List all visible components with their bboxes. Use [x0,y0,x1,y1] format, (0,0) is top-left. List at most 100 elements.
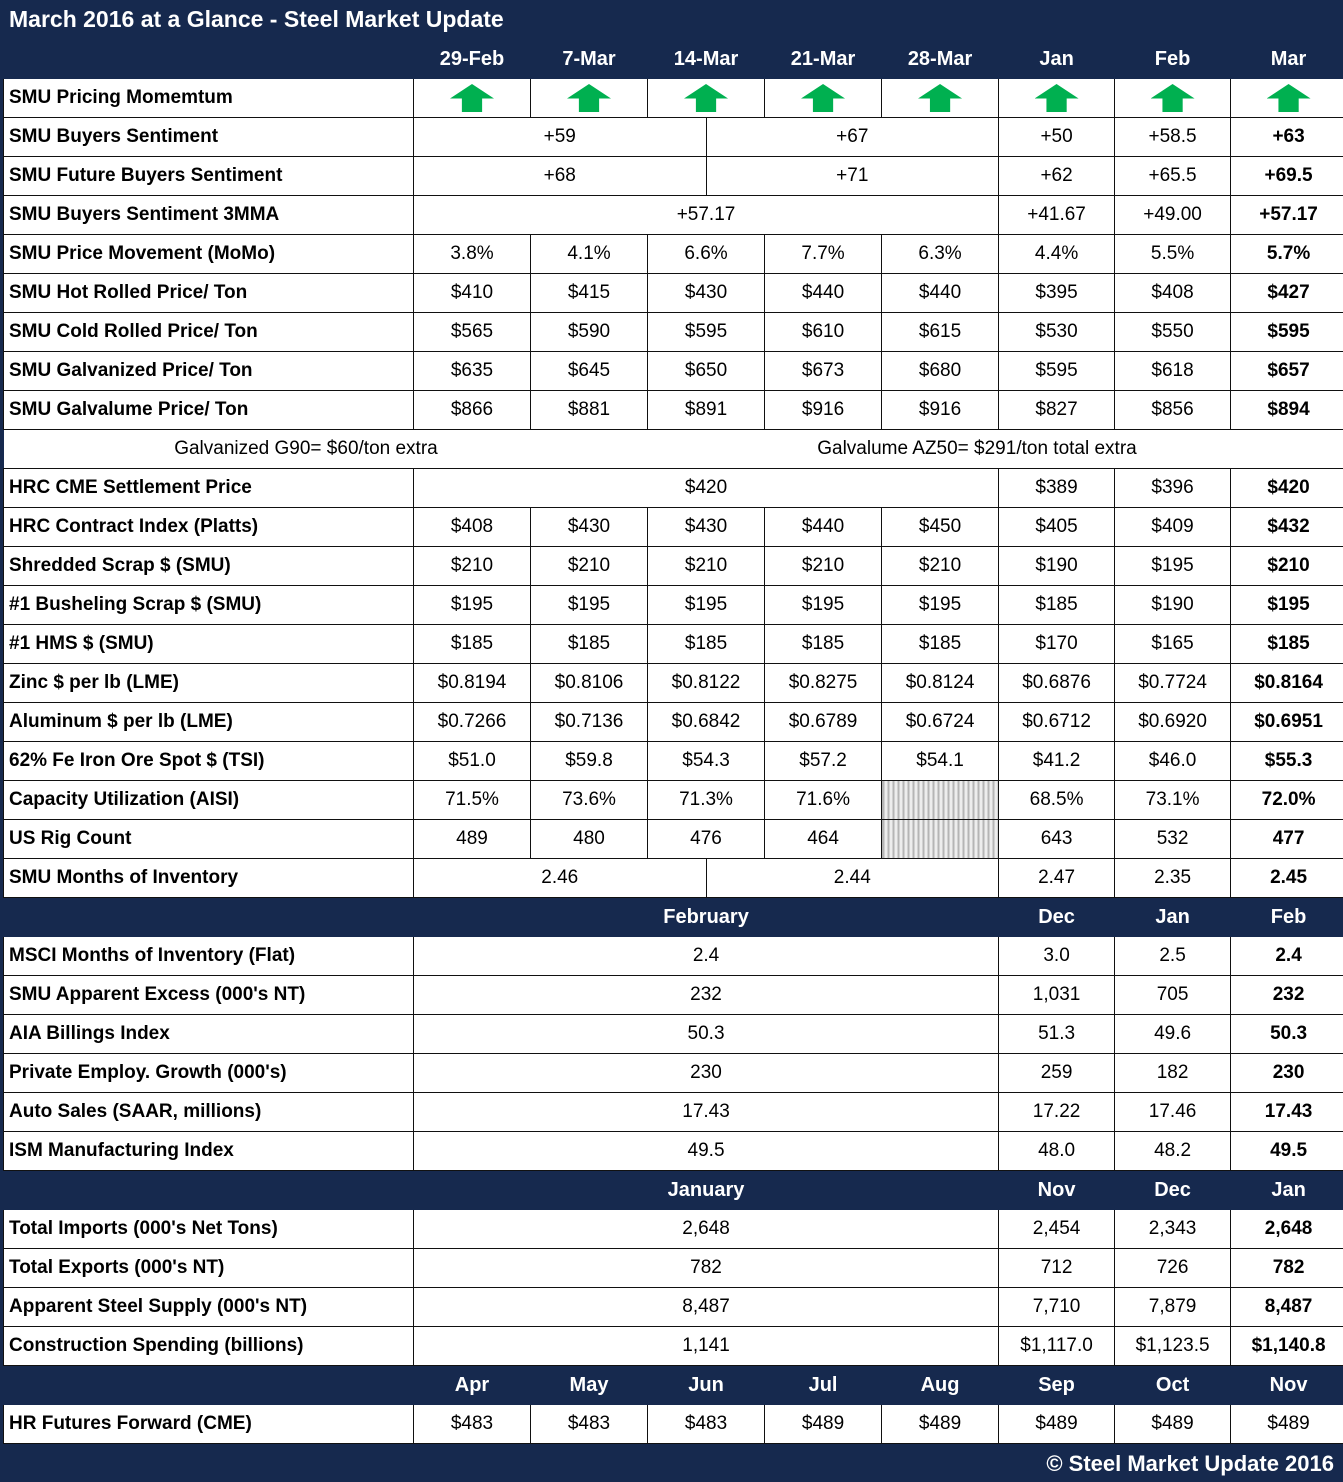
data-cell: $195 [764,585,883,625]
data-cell: $565 [413,312,531,352]
data-cell: $894 [1230,390,1343,430]
data-cell: +57.17 [412,195,1000,235]
data-cell: $595 [998,351,1116,391]
data-cell: $195 [881,585,1000,625]
section-label-cell [3,39,414,79]
data-cell: 49.5 [1230,1131,1343,1171]
data-cell: +68 [413,156,707,196]
data-cell: +50 [998,117,1116,157]
data-cell: $881 [529,390,649,430]
data-cell: 1,031 [998,975,1116,1015]
column-header: Dec [998,897,1116,937]
row-label: SMU Buyers Sentiment 3MMA [3,195,414,235]
data-cell: 71.3% [647,780,766,820]
data-cell: 17.43 [1230,1092,1343,1132]
data-cell: $0.6876 [998,663,1116,703]
data-cell: $0.7266 [413,702,531,742]
data-cell: $483 [647,1404,766,1444]
data-cell: $650 [647,351,766,391]
data-cell: $185 [1230,624,1343,664]
data-cell: 17.43 [412,1092,1000,1132]
data-cell: $618 [1114,351,1232,391]
column-header: Aug [881,1365,1000,1405]
data-cell: +57.17 [1230,195,1343,235]
data-cell: $165 [1114,624,1232,664]
row-label: US Rig Count [3,819,414,859]
data-cell: $440 [881,273,1000,313]
data-cell: 2,648 [1230,1209,1343,1249]
glance-table: 29-Feb 7-Mar 14-Mar 21-Mar 28-Mar Jan Feb Mar SM… [2,39,1343,1444]
up-arrow-icon [918,84,963,112]
data-cell: 68.5% [998,780,1116,820]
data-cell: $856 [1114,390,1232,430]
data-cell: 7,879 [1114,1287,1232,1327]
data-cell: 476 [647,819,766,859]
data-cell: 48.2 [1114,1131,1232,1171]
row-label: ISM Manufacturing Index [3,1131,414,1171]
data-cell: $0.6724 [881,702,1000,742]
column-header: Jun [647,1365,766,1405]
data-cell: $0.8194 [413,663,531,703]
row-label: #1 Busheling Scrap $ (SMU) [3,585,414,625]
data-cell: +63 [1230,117,1343,157]
data-cell: $210 [881,546,1000,586]
data-cell: 259 [998,1053,1116,1093]
column-header: Feb [1230,897,1343,937]
data-cell: +58.5 [1114,117,1232,157]
data-cell: $489 [764,1404,883,1444]
data-cell: $195 [647,585,766,625]
data-cell: 2.44 [705,858,1000,898]
data-cell: $185 [764,624,883,664]
column-header: 28-Mar [881,39,1000,79]
data-cell: $489 [1230,1404,1343,1444]
data-cell: 3.8% [413,234,531,274]
momentum-cell [998,78,1116,118]
data-cell: $430 [647,273,766,313]
row-label: SMU Pricing Momemtum [3,78,414,118]
data-cell: $440 [764,507,883,547]
data-cell: 782 [1230,1248,1343,1288]
data-cell: $420 [412,468,1000,508]
data-cell: 182 [1114,1053,1232,1093]
data-cell: 4.4% [998,234,1116,274]
data-cell: 51.3 [998,1014,1116,1054]
data-cell: $1,123.5 [1114,1326,1232,1366]
data-cell: 2,454 [998,1209,1116,1249]
data-cell: 4.1% [529,234,649,274]
data-cell: 7,710 [998,1287,1116,1327]
row-label: AIA Billings Index [3,1014,414,1054]
data-cell: +49.00 [1114,195,1232,235]
data-cell: 8,487 [412,1287,1000,1327]
data-cell: 49.6 [1114,1014,1232,1054]
data-cell: 7.7% [764,234,883,274]
note-row: Galvanized G90= $60/ton extra Galvalume A… [5,438,1343,460]
momentum-cell [1114,78,1232,118]
section-label-cell [3,1365,414,1405]
row-label: 62% Fe Iron Ore Spot $ (TSI) [3,741,414,781]
data-cell: +62 [998,156,1116,196]
data-cell: $673 [764,351,883,391]
data-cell: $410 [413,273,531,313]
row-label: Shredded Scrap $ (SMU) [3,546,414,586]
data-cell: $210 [529,546,649,586]
up-arrow-icon [1266,84,1311,112]
data-cell: $489 [998,1404,1116,1444]
column-header: 29-Feb [413,39,531,79]
row-label: SMU Apparent Excess (000's NT) [3,975,414,1015]
data-cell: $0.6842 [647,702,766,742]
data-cell: 230 [412,1053,1000,1093]
data-cell: $483 [529,1404,649,1444]
note-galvanized: Galvanized G90= $60/ton extra [174,438,438,459]
data-cell: $55.3 [1230,741,1343,781]
data-cell: 5.7% [1230,234,1343,274]
row-label: HR Futures Forward (CME) [3,1404,414,1444]
data-cell: $408 [1114,273,1232,313]
data-cell: $210 [764,546,883,586]
row-label: Total Imports (000's Net Tons) [3,1209,414,1249]
data-cell: 2.5 [1114,936,1232,976]
data-cell: $0.8164 [1230,663,1343,703]
data-cell: $680 [881,351,1000,391]
row-label: SMU Future Buyers Sentiment [3,156,414,196]
momentum-cell [1230,78,1343,118]
column-header: Jul [764,1365,883,1405]
